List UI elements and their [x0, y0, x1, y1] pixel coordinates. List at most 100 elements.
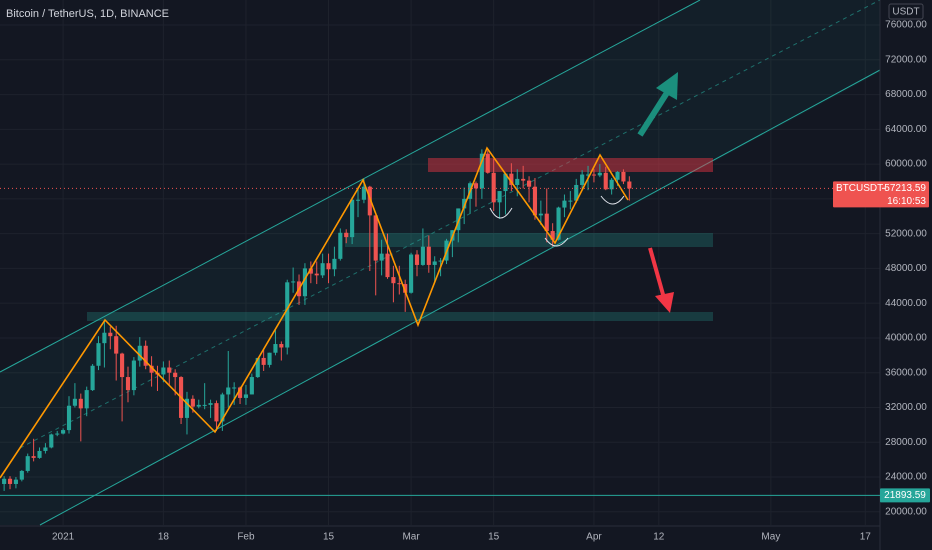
y-tick-label: 28000.00: [885, 437, 927, 448]
candle-body: [385, 253, 390, 278]
candle-body: [462, 198, 467, 209]
candle-body: [373, 215, 378, 261]
candle-body: [214, 403, 219, 422]
candle-body: [609, 179, 614, 190]
candle-body: [285, 282, 290, 348]
candle-body: [61, 430, 66, 434]
candle-body: [603, 172, 608, 190]
candle-body: [621, 171, 626, 182]
candle-body: [568, 200, 573, 202]
x-tick-label: 15: [323, 532, 335, 543]
candle-body: [2, 478, 7, 484]
last-price: 57213.59: [884, 183, 926, 194]
candle-body: [279, 344, 284, 348]
candle-body: [55, 433, 60, 435]
candle-body: [367, 186, 372, 216]
candle-body: [167, 367, 172, 373]
arc: [489, 207, 513, 219]
candle-body: [420, 246, 425, 265]
candle-body: [591, 174, 597, 176]
y-tick-label: 20000.00: [885, 506, 927, 517]
candle-body: [538, 213, 543, 216]
channel-fill: [0, 0, 880, 525]
candle-body: [615, 171, 620, 180]
candle-body: [544, 213, 549, 232]
candle-body: [361, 186, 366, 200]
candle-body: [326, 263, 331, 270]
arrow-down: [648, 247, 666, 299]
candle-body: [627, 181, 632, 189]
price-axis: [880, 0, 932, 550]
x-tick-label: 15: [488, 532, 500, 543]
candle-body: [31, 456, 36, 458]
candle-body: [562, 200, 567, 208]
candle-body: [143, 345, 148, 366]
candle-body: [432, 261, 437, 265]
time-axis: [0, 526, 880, 550]
candle-body: [291, 281, 296, 283]
candle-body: [438, 260, 443, 262]
candle-body: [37, 450, 42, 458]
candle-body: [90, 365, 95, 391]
candle-body: [13, 479, 18, 484]
candle-body: [585, 174, 591, 176]
candle-body: [497, 191, 502, 203]
candle-body: [426, 246, 431, 265]
x-tick-label: Feb: [237, 532, 255, 543]
candle-body: [350, 199, 355, 238]
candle-body: [456, 208, 461, 231]
support-zone: [87, 312, 713, 321]
candle-body: [249, 377, 254, 395]
support-zone: [345, 233, 713, 247]
hline-label: 21893.59: [884, 490, 926, 501]
candle-body: [574, 184, 579, 201]
candle-body: [391, 277, 396, 284]
candle-body: [355, 199, 361, 201]
y-tick-label: 68000.00: [885, 89, 927, 100]
candle-body: [102, 332, 107, 344]
x-tick-label: Mar: [402, 532, 420, 543]
x-tick-label: Apr: [586, 532, 602, 543]
x-tick-label: 2021: [52, 532, 75, 543]
candle-body: [314, 273, 319, 276]
candle-body: [173, 372, 178, 378]
candle-body: [550, 231, 555, 240]
candle-body: [243, 394, 249, 398]
candle-body: [261, 357, 266, 365]
candle-body: [597, 172, 602, 176]
candle-body: [526, 180, 532, 187]
candle-body: [255, 357, 260, 378]
candle-body: [414, 254, 420, 265]
x-tick-label: May: [761, 532, 780, 543]
arrow-down-head: [655, 292, 674, 313]
arc: [600, 195, 625, 205]
channel-lower: [39, 69, 881, 526]
candle-body: [320, 263, 325, 276]
symbol: BTCUSDT: [836, 183, 883, 194]
currency: USDT: [892, 7, 919, 18]
candle-body: [302, 268, 307, 297]
candle-body: [273, 344, 278, 353]
y-tick-label: 24000.00: [885, 472, 927, 483]
candles: [2, 149, 632, 491]
candle-body: [308, 268, 313, 274]
candle-body: [556, 207, 561, 240]
candle-body: [125, 377, 131, 391]
y-tick-label: 40000.00: [885, 333, 927, 344]
candle-body: [137, 345, 142, 361]
y-tick-label: 36000.00: [885, 367, 927, 378]
candle-body: [267, 352, 272, 365]
channel-upper: [0, 0, 701, 373]
y-tick-label: 32000.00: [885, 402, 927, 413]
countdown: 16:10:53: [887, 196, 926, 207]
candle-body: [208, 403, 213, 405]
candle-body: [114, 336, 119, 354]
candle-body: [515, 178, 520, 185]
candle-body: [190, 398, 195, 407]
candle-body: [332, 258, 337, 270]
candle-body: [409, 254, 414, 293]
candle-body: [580, 174, 585, 185]
hline-tag: [880, 488, 930, 503]
candle-body: [7, 478, 13, 484]
